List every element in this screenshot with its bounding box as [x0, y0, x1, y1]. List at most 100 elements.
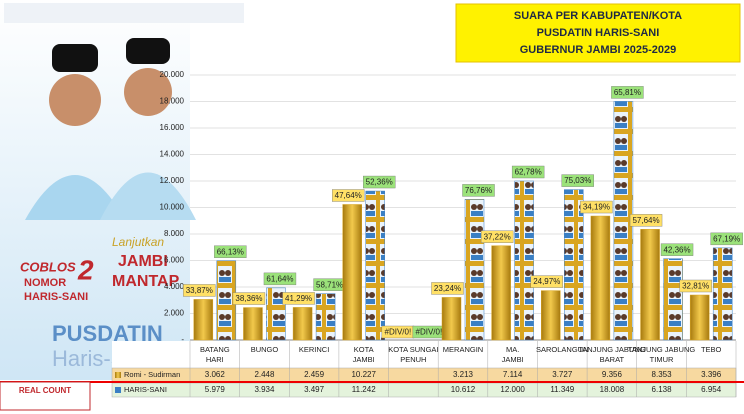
bar	[689, 294, 710, 341]
bar	[564, 189, 584, 341]
table-value: 3.213	[453, 370, 474, 379]
share-label-box	[263, 272, 297, 286]
y-tick-label: 10.000	[160, 203, 185, 212]
share-label: 61,64%	[266, 274, 293, 283]
table-value: 3.934	[254, 385, 275, 394]
poster-text: COBLOS	[20, 259, 76, 274]
table-value: 3.396	[701, 370, 722, 379]
table-value: 6.954	[701, 385, 722, 394]
share-label: 24,97%	[533, 277, 560, 286]
y-tick-label: 4.000	[164, 282, 185, 291]
table-value: 5.979	[205, 385, 226, 394]
table-value: 3.062	[205, 370, 226, 379]
bar	[315, 293, 336, 341]
share-label-box	[214, 245, 247, 258]
badge	[0, 381, 91, 411]
x-tick-label: MA. JAMBI	[502, 345, 524, 364]
x-tick-label: SAROLANGUN	[536, 345, 589, 354]
bar	[640, 229, 660, 341]
legend-swatch	[115, 372, 121, 378]
title-box	[455, 3, 741, 63]
share-label: 41,29%	[285, 294, 312, 303]
y-tick-label: 16.000	[160, 123, 185, 132]
chart-title: PUSDATIN HARIS-SANI	[537, 27, 660, 39]
share-label-box	[710, 232, 743, 246]
share-label-box	[232, 292, 266, 305]
y-tick-label: 18.000	[160, 97, 185, 106]
bar	[266, 287, 286, 341]
badge-text: REAL COUNT	[19, 386, 71, 395]
progress-bar	[0, 381, 744, 383]
share-label: 23,24%	[434, 284, 461, 293]
x-tick-label: KERINCI	[299, 345, 329, 354]
share-label-box	[530, 275, 563, 288]
share-label-box	[183, 284, 216, 297]
table-value: 3.727	[552, 370, 573, 379]
y-tick-label: -	[181, 335, 184, 344]
share-label: #DIV/0!	[385, 328, 412, 337]
table-value: 11.242	[352, 385, 376, 394]
share-label: 37,22%	[484, 232, 511, 241]
table-value: 3.497	[304, 385, 325, 394]
table-value: 7.114	[503, 370, 523, 379]
share-label-box	[431, 282, 464, 295]
x-tick-label: MERANGIN	[443, 345, 483, 354]
share-label-box	[660, 243, 694, 256]
share-label: 47,64%	[335, 191, 362, 200]
share-label-box	[611, 86, 644, 99]
x-tick-label: TANJUNG JABUNG BARAT	[578, 345, 646, 364]
bar	[491, 245, 511, 341]
share-label: 65,81%	[614, 88, 641, 97]
y-tick-label: 2.000	[164, 309, 185, 318]
poster-text: Lanjutkan	[112, 235, 164, 249]
poster-text: 2	[77, 254, 94, 285]
y-tick-label: 20.000	[160, 70, 185, 79]
table-value: 12.000	[500, 385, 525, 394]
table-value: 18.008	[600, 385, 625, 394]
chart-title: SUARA PER KABUPATEN/KOTA	[514, 10, 682, 22]
share-label-box	[332, 189, 365, 202]
bar	[663, 258, 683, 341]
table-value: 9.356	[602, 370, 623, 379]
share-label-box	[480, 230, 514, 243]
x-tick-label: BUNGO	[251, 345, 279, 354]
share-label: 76,76%	[465, 186, 492, 195]
x-tick-label: BATANG HARI	[200, 345, 230, 364]
bar	[193, 299, 214, 341]
share-label: 32,81%	[682, 282, 709, 291]
poster-text: MANTAP	[112, 273, 180, 290]
table-value: 10.227	[351, 370, 376, 379]
share-label-box	[679, 279, 712, 293]
share-label: 66,13%	[217, 247, 244, 256]
share-label: 62,78%	[515, 168, 542, 177]
table-value: 11.349	[550, 385, 574, 394]
share-label-box	[561, 174, 594, 187]
legend-label: Romi - Sudirman	[124, 370, 180, 379]
share-label: 75,03%	[564, 176, 591, 185]
legend-label: HARIS-SANI	[124, 385, 167, 394]
share-label-box	[580, 200, 613, 214]
share-label: 38,36%	[235, 294, 262, 303]
share-label: 42,36%	[663, 245, 690, 254]
share-label: 67,19%	[713, 234, 740, 243]
y-tick-label: 6.000	[164, 256, 185, 265]
bar	[243, 307, 263, 341]
bar	[441, 297, 462, 341]
bar	[464, 199, 485, 341]
table-value: 2.448	[254, 370, 275, 379]
poster-text: HARIS-SANI	[24, 291, 88, 303]
share-label: 58,71%	[316, 280, 343, 289]
chart: SUARA PER KABUPATEN/KOTA PUSDATIN HARIS-S…	[111, 10, 743, 398]
poster-text: NOMOR	[24, 277, 66, 289]
share-label-box	[511, 165, 545, 179]
share-label-box	[363, 175, 396, 189]
legend-swatch	[115, 387, 121, 393]
chart-title: GUBERNUR JAMBI 2025-2029	[520, 44, 677, 56]
share-label: 57,64%	[632, 216, 659, 225]
share-label-box	[462, 184, 495, 197]
bar	[590, 215, 611, 341]
bar	[712, 247, 733, 341]
y-tick-label: 8.000	[164, 229, 185, 238]
share-label-box	[282, 292, 315, 305]
candidates	[25, 38, 196, 220]
